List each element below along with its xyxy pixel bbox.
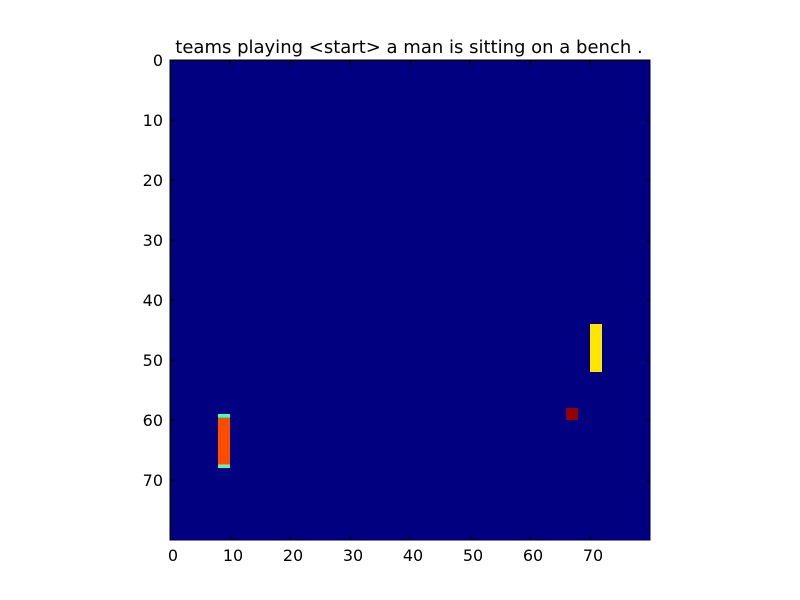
x-tick-label: 0 xyxy=(168,546,178,565)
heatmap-cell xyxy=(590,324,602,372)
y-tick-label: 40 xyxy=(143,291,163,310)
y-tick-label: 20 xyxy=(143,171,163,190)
y-tick-label: 60 xyxy=(143,411,163,430)
x-tick-label: 10 xyxy=(223,546,243,565)
y-tick-label: 50 xyxy=(143,351,163,370)
heatmap-background xyxy=(170,60,650,540)
y-axis: 0 10 20 30 40 50 60 70 xyxy=(143,51,650,490)
x-tick-label: 60 xyxy=(523,546,543,565)
x-tick-label: 70 xyxy=(583,546,603,565)
x-tick-label: 50 xyxy=(463,546,483,565)
heatmap-cell xyxy=(566,408,578,420)
y-tick-label: 0 xyxy=(153,51,163,70)
x-tick-label: 30 xyxy=(343,546,363,565)
heatmap-cell xyxy=(218,417,230,465)
y-tick-label: 10 xyxy=(143,111,163,130)
x-axis: 0 10 20 30 40 50 60 70 xyxy=(168,60,603,565)
x-tick-label: 40 xyxy=(403,546,423,565)
x-tick-label: 20 xyxy=(283,546,303,565)
plot-area xyxy=(170,60,650,540)
y-tick-label: 70 xyxy=(143,471,163,490)
y-tick-label: 30 xyxy=(143,231,163,250)
chart-title: teams playing <start> a man is sitting o… xyxy=(175,37,642,58)
axes-frame xyxy=(169,59,651,541)
